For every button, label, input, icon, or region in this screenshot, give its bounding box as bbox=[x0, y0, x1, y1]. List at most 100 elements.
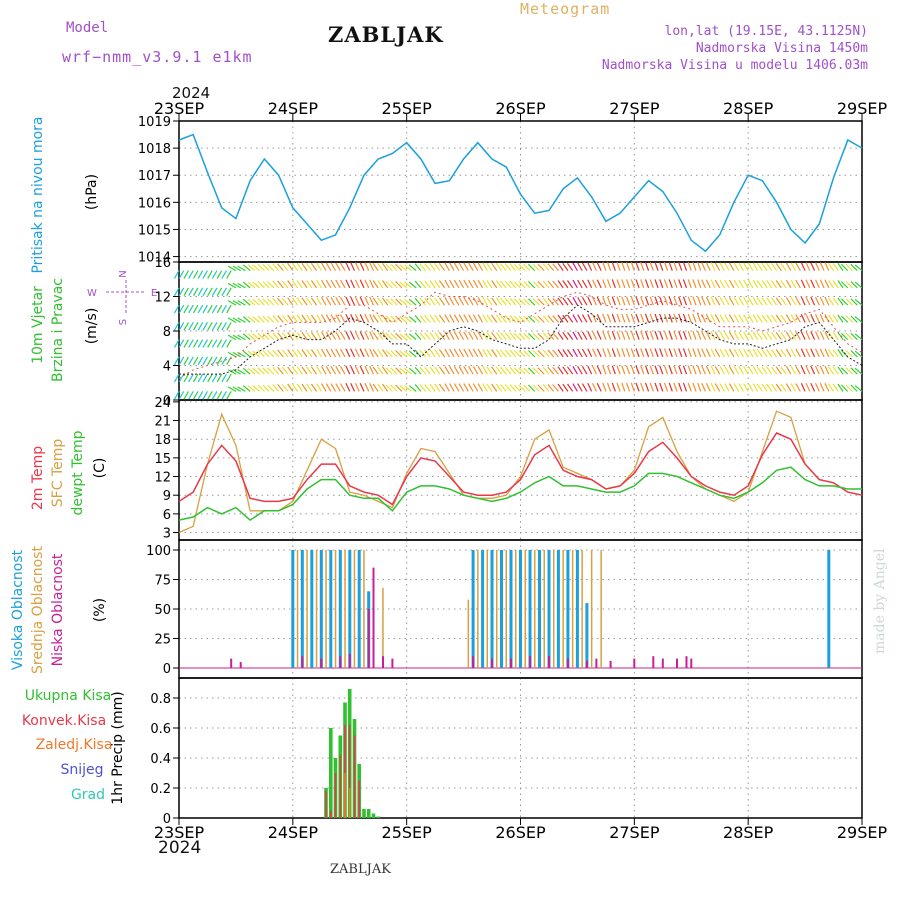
wind-barb bbox=[382, 297, 389, 306]
wind-barb bbox=[795, 314, 801, 323]
x-tick-label-top: 29SEP bbox=[837, 99, 888, 118]
wind-barb bbox=[227, 300, 237, 306]
wind-barb bbox=[714, 348, 721, 358]
wind-barb bbox=[339, 383, 346, 392]
wind-barb bbox=[339, 348, 346, 358]
y-tick-label: 12 bbox=[154, 471, 171, 486]
wind-barb bbox=[197, 339, 204, 348]
wind-barb bbox=[221, 270, 227, 279]
panel-frame-precip bbox=[178, 677, 863, 819]
wind-barb bbox=[635, 296, 640, 306]
wind-barb bbox=[495, 366, 503, 375]
wind-barb bbox=[486, 280, 493, 289]
wind-barb bbox=[414, 384, 422, 392]
wind-barb bbox=[272, 332, 280, 341]
wind-barb bbox=[790, 262, 797, 271]
wind-barb bbox=[345, 296, 351, 306]
wind-barb bbox=[438, 280, 446, 289]
wind-barb bbox=[687, 313, 692, 323]
wind-barb bbox=[320, 296, 327, 306]
wind-barb bbox=[819, 313, 825, 323]
wind-barb bbox=[472, 297, 479, 306]
wind-barb bbox=[592, 348, 597, 358]
wind-barb bbox=[192, 373, 199, 383]
wind-barb bbox=[504, 263, 512, 272]
wind-barb bbox=[785, 366, 792, 375]
wind-barb bbox=[710, 279, 716, 289]
wind-barb bbox=[562, 349, 569, 358]
wind-barb bbox=[369, 262, 375, 271]
cloud-bar bbox=[590, 550, 593, 668]
wind-barb bbox=[350, 296, 356, 306]
wind-barb bbox=[640, 330, 645, 340]
wind-barb bbox=[262, 332, 270, 341]
wind-barb bbox=[281, 280, 289, 289]
wind-barb bbox=[616, 261, 621, 271]
wind-barb bbox=[434, 297, 441, 306]
wind-barb bbox=[743, 314, 749, 323]
wind-barb bbox=[207, 339, 213, 348]
wind-barb bbox=[335, 297, 341, 306]
wind-barb bbox=[616, 296, 621, 306]
wind-barb bbox=[673, 382, 678, 392]
wind-barb bbox=[678, 365, 683, 375]
wind-barb bbox=[761, 297, 768, 306]
y-tick-label: 15 bbox=[154, 452, 171, 467]
wind-barb bbox=[354, 331, 360, 340]
wind-barb bbox=[183, 373, 190, 383]
wind-barb bbox=[509, 263, 517, 272]
wind-barb bbox=[761, 383, 768, 392]
wind-barb bbox=[733, 262, 740, 271]
pressure-line bbox=[178, 133, 863, 253]
wind-barb bbox=[335, 348, 341, 358]
wind-barb bbox=[644, 279, 650, 289]
wind-barb bbox=[449, 279, 455, 289]
cloud-bar bbox=[477, 550, 479, 668]
wind-barb bbox=[211, 270, 218, 279]
wind-barb bbox=[207, 391, 213, 400]
wind-barb bbox=[547, 280, 555, 289]
wind-barb bbox=[854, 281, 863, 289]
wind-barb bbox=[232, 386, 241, 392]
wind-barb bbox=[296, 349, 303, 358]
wind-barb bbox=[211, 287, 218, 297]
wind-barb bbox=[527, 315, 536, 323]
wind-barb bbox=[824, 296, 830, 306]
wind-barb bbox=[747, 297, 754, 306]
wind-barb bbox=[678, 382, 683, 392]
wind-barb bbox=[692, 261, 697, 271]
wind-barb bbox=[577, 366, 583, 375]
wind-barb bbox=[335, 366, 341, 375]
wind-barb bbox=[377, 366, 384, 375]
wind-barb bbox=[364, 262, 370, 271]
wind-barb bbox=[468, 366, 474, 375]
footer-title: ZABLJAK bbox=[330, 862, 391, 877]
wind-barb bbox=[296, 280, 303, 289]
wind-barb bbox=[557, 349, 564, 358]
wind-barb bbox=[738, 383, 744, 392]
wind-barb bbox=[335, 262, 341, 271]
wind-barb bbox=[635, 330, 640, 340]
wind-barb bbox=[458, 348, 465, 358]
wind-barb bbox=[728, 383, 735, 392]
wind-barb bbox=[587, 365, 593, 375]
wind-barb bbox=[237, 265, 246, 272]
y-tick-label: 12 bbox=[154, 291, 171, 306]
wind-barb bbox=[562, 280, 569, 289]
wind-barb bbox=[606, 382, 612, 392]
wind-barb bbox=[291, 331, 299, 340]
cloud-bar bbox=[543, 550, 545, 668]
wind-barb bbox=[635, 382, 640, 392]
x-tick-label-top: 26SEP bbox=[495, 99, 546, 118]
wind-barb bbox=[562, 297, 569, 306]
wind-barb bbox=[211, 356, 218, 366]
wind-barb bbox=[824, 348, 830, 358]
cloud-bar bbox=[566, 658, 569, 668]
wind-barb bbox=[523, 298, 531, 306]
wind-barb bbox=[577, 331, 583, 340]
cloud-unit-label: (%) bbox=[92, 598, 108, 622]
wind-barb bbox=[385, 332, 393, 341]
wind-barb bbox=[350, 279, 356, 289]
wind-barb bbox=[458, 366, 465, 375]
wind-barb bbox=[325, 262, 332, 271]
